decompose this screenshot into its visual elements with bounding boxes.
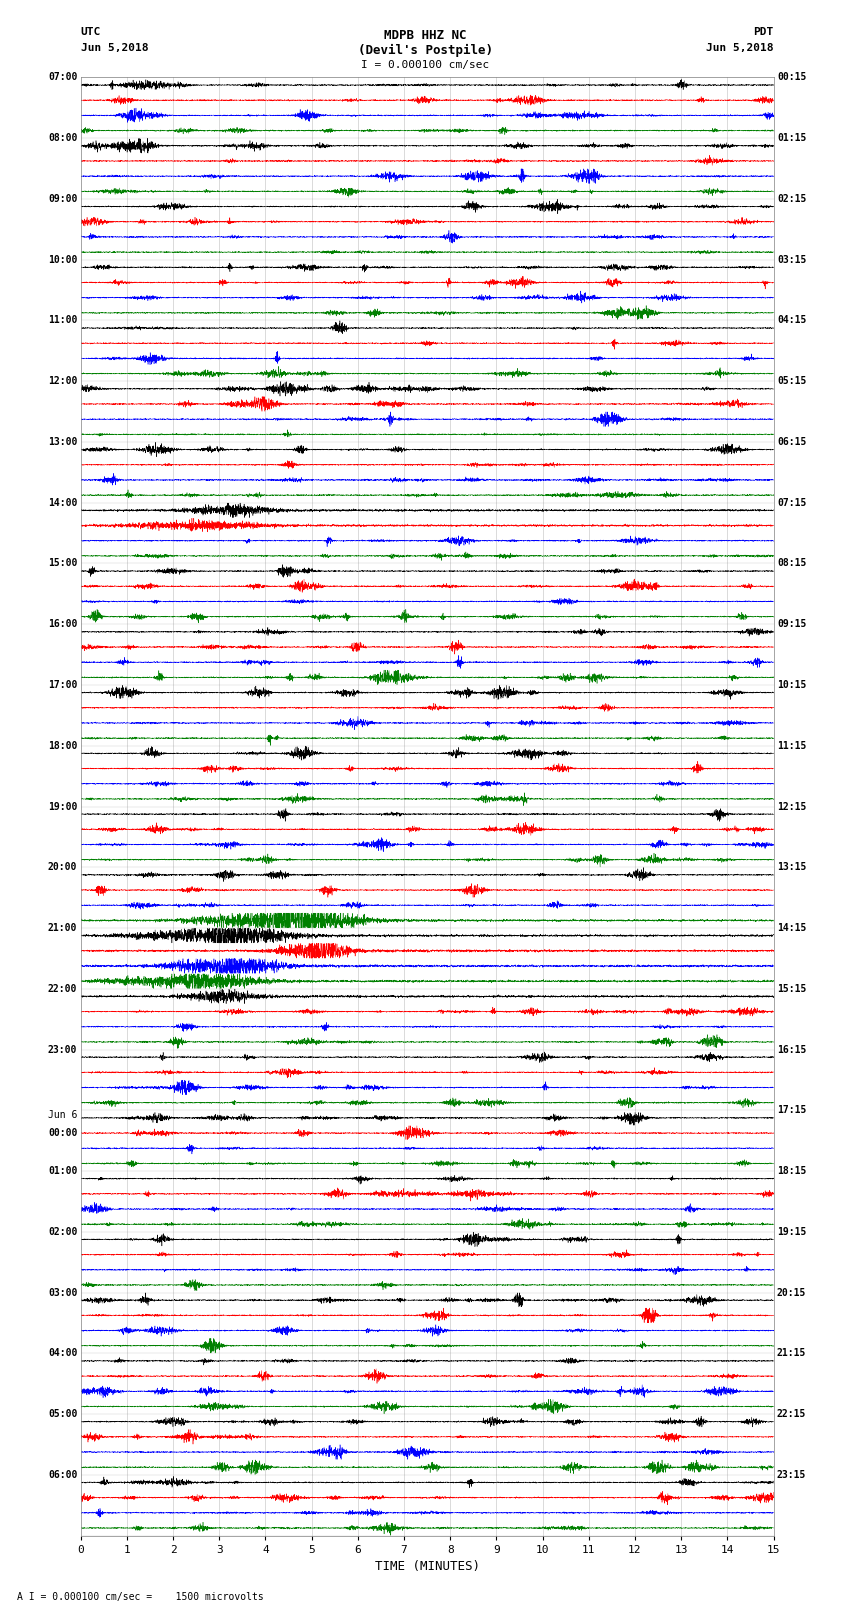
Text: (Devil's Postpile): (Devil's Postpile): [358, 44, 492, 56]
Text: 11:15: 11:15: [777, 740, 807, 750]
Text: 08:15: 08:15: [777, 558, 807, 568]
Text: 06:00: 06:00: [48, 1469, 77, 1479]
Text: 06:15: 06:15: [777, 437, 807, 447]
Text: 03:00: 03:00: [48, 1287, 77, 1297]
Text: 04:00: 04:00: [48, 1348, 77, 1358]
Text: MDPB HHZ NC: MDPB HHZ NC: [383, 29, 467, 42]
Text: 18:00: 18:00: [48, 740, 77, 750]
Text: 22:15: 22:15: [777, 1410, 807, 1419]
Text: 14:00: 14:00: [48, 498, 77, 508]
Text: 09:00: 09:00: [48, 194, 77, 203]
Text: 01:15: 01:15: [777, 134, 807, 144]
Text: 17:15: 17:15: [777, 1105, 807, 1115]
Text: 11:00: 11:00: [48, 316, 77, 326]
Text: 00:15: 00:15: [777, 73, 807, 82]
Text: 12:15: 12:15: [777, 802, 807, 811]
Text: Jun 5,2018: Jun 5,2018: [706, 44, 774, 53]
Text: 20:15: 20:15: [777, 1287, 807, 1297]
Text: Jun 5,2018: Jun 5,2018: [81, 44, 148, 53]
Text: PDT: PDT: [753, 27, 774, 37]
Text: 00:00: 00:00: [48, 1127, 77, 1139]
Text: 13:00: 13:00: [48, 437, 77, 447]
Text: 03:15: 03:15: [777, 255, 807, 265]
Text: 02:15: 02:15: [777, 194, 807, 203]
Text: 22:00: 22:00: [48, 984, 77, 994]
Text: UTC: UTC: [81, 27, 101, 37]
Text: 15:00: 15:00: [48, 558, 77, 568]
Text: Jun 6: Jun 6: [48, 1110, 77, 1121]
Text: 23:00: 23:00: [48, 1045, 77, 1055]
X-axis label: TIME (MINUTES): TIME (MINUTES): [375, 1560, 479, 1573]
Text: 18:15: 18:15: [777, 1166, 807, 1176]
Text: 09:15: 09:15: [777, 619, 807, 629]
Text: 05:00: 05:00: [48, 1410, 77, 1419]
Text: 15:15: 15:15: [777, 984, 807, 994]
Text: 16:15: 16:15: [777, 1045, 807, 1055]
Text: I = 0.000100 cm/sec: I = 0.000100 cm/sec: [361, 60, 489, 69]
Text: 02:00: 02:00: [48, 1227, 77, 1237]
Text: 14:15: 14:15: [777, 923, 807, 932]
Text: 08:00: 08:00: [48, 134, 77, 144]
Text: 04:15: 04:15: [777, 316, 807, 326]
Text: 20:00: 20:00: [48, 863, 77, 873]
Text: 16:00: 16:00: [48, 619, 77, 629]
Text: 10:00: 10:00: [48, 255, 77, 265]
Text: 10:15: 10:15: [777, 681, 807, 690]
Text: 05:15: 05:15: [777, 376, 807, 386]
Text: 07:15: 07:15: [777, 498, 807, 508]
Text: 21:00: 21:00: [48, 923, 77, 932]
Text: 19:00: 19:00: [48, 802, 77, 811]
Text: 17:00: 17:00: [48, 681, 77, 690]
Text: 07:00: 07:00: [48, 73, 77, 82]
Text: 19:15: 19:15: [777, 1227, 807, 1237]
Text: 12:00: 12:00: [48, 376, 77, 386]
Text: 13:15: 13:15: [777, 863, 807, 873]
Text: 01:00: 01:00: [48, 1166, 77, 1176]
Text: A I = 0.000100 cm/sec =    1500 microvolts: A I = 0.000100 cm/sec = 1500 microvolts: [17, 1592, 264, 1602]
Text: 23:15: 23:15: [777, 1469, 807, 1479]
Text: 21:15: 21:15: [777, 1348, 807, 1358]
